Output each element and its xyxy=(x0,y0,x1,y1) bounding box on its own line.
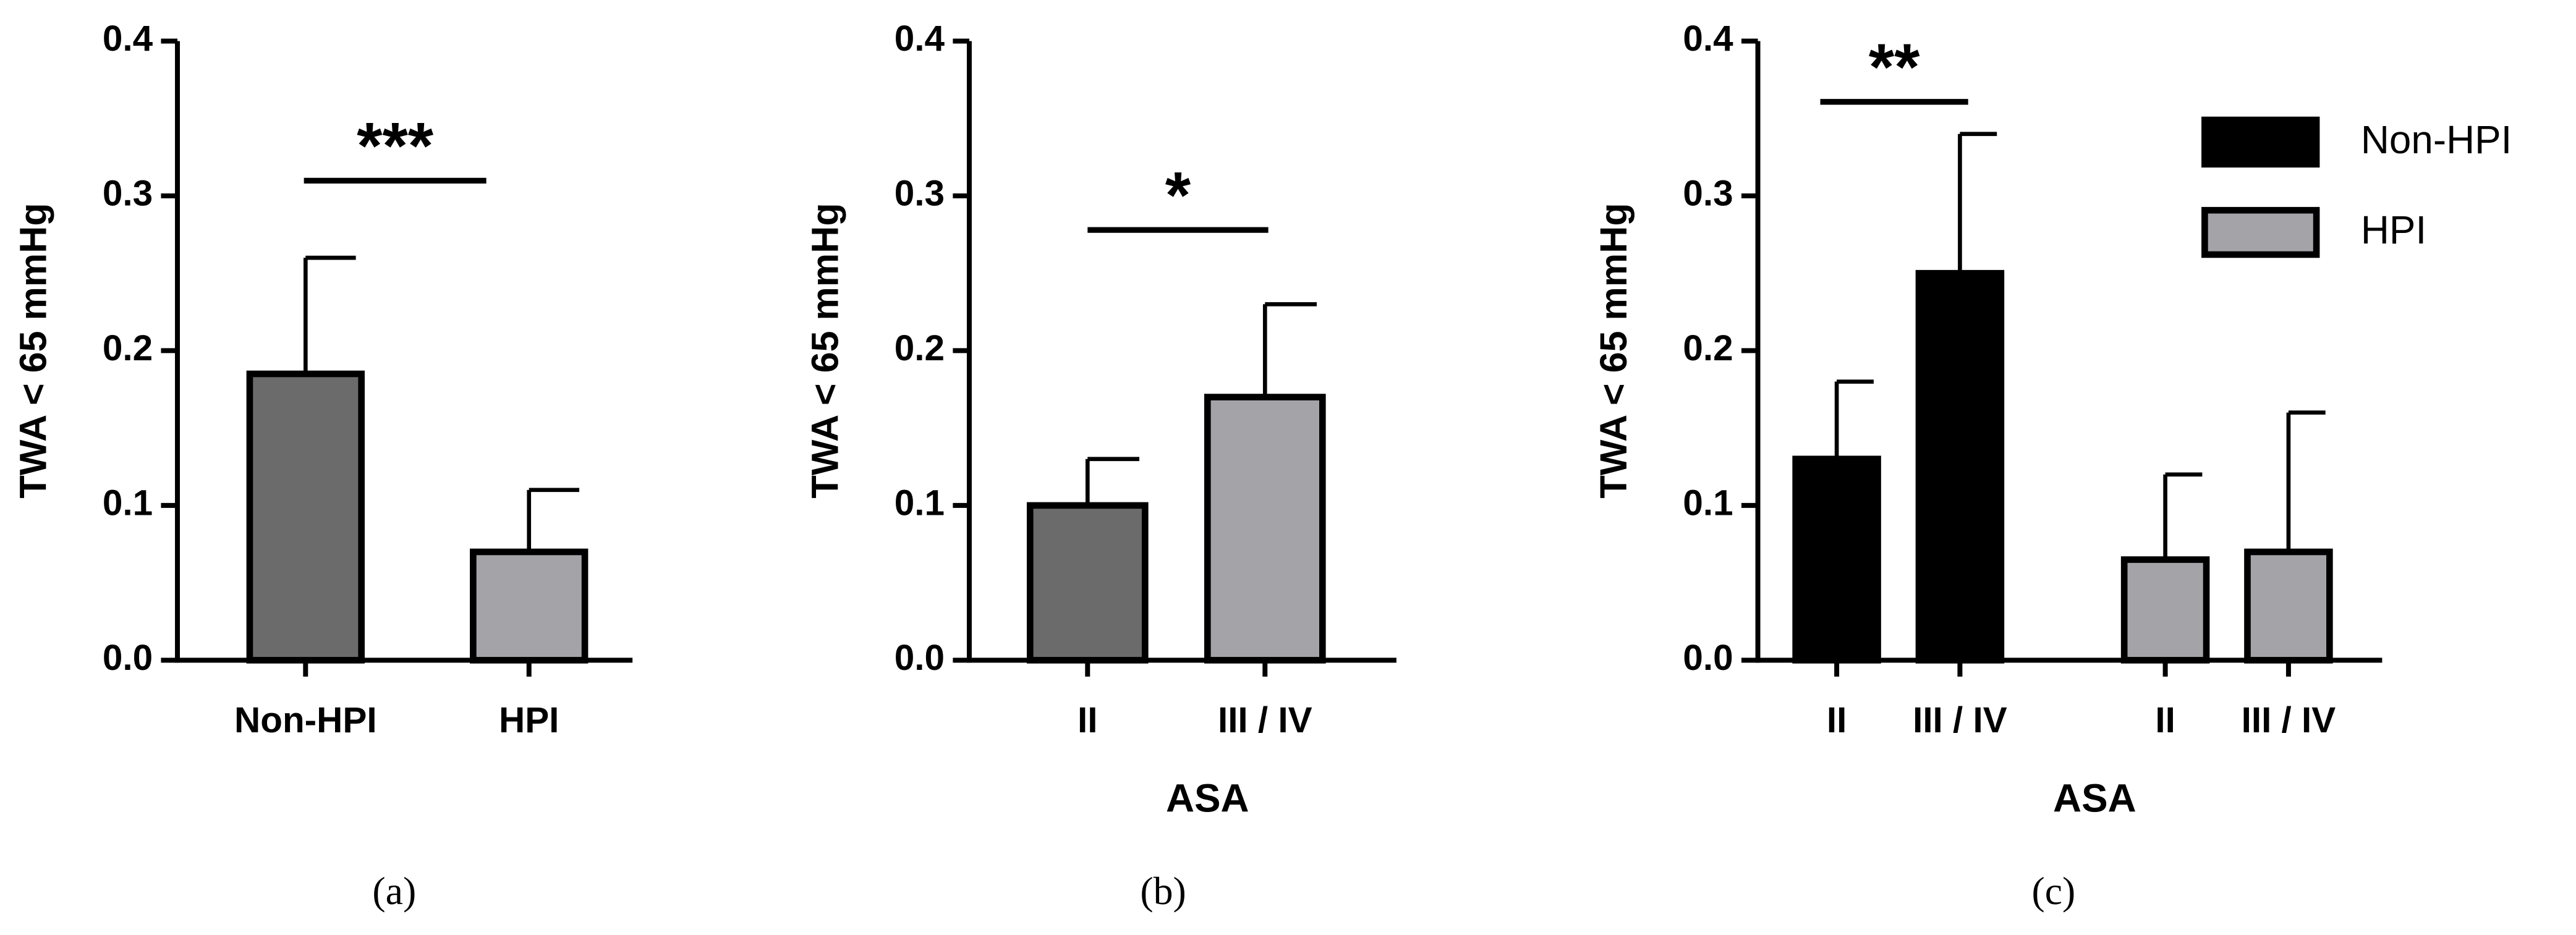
significance-label: * xyxy=(1165,158,1191,232)
x-tick-label: II xyxy=(2155,700,2175,740)
caption: (b) xyxy=(1140,869,1186,913)
bar xyxy=(1204,394,1326,664)
legend-swatch xyxy=(2201,206,2320,258)
y-tick-label: 0.1 xyxy=(895,483,945,523)
x-tick-label: HPI xyxy=(499,700,559,740)
bar xyxy=(1792,455,1881,664)
y-tick-label: 0.2 xyxy=(1683,328,1733,368)
significance-label: ** xyxy=(1869,30,1920,104)
bar xyxy=(470,548,589,664)
y-tick-label: 0.1 xyxy=(1683,483,1733,523)
x-axis-label: ASA xyxy=(2053,776,2136,821)
bar xyxy=(1026,502,1149,664)
x-tick-label: Non-HPI xyxy=(234,700,377,740)
y-tick-label: 0.4 xyxy=(895,19,945,59)
x-tick-label: III / IV xyxy=(1218,700,1312,740)
x-tick-label: III / IV xyxy=(2242,700,2336,740)
y-axis-label: TWA < 65 mmHg xyxy=(804,203,846,498)
bar xyxy=(1915,269,2005,664)
y-axis-label: TWA < 65 mmHg xyxy=(1592,203,1634,498)
x-tick-label: II xyxy=(1078,700,1097,740)
caption: (c) xyxy=(2032,869,2076,913)
legend-swatch xyxy=(2201,116,2320,168)
y-tick-label: 0.0 xyxy=(103,638,153,678)
y-tick-label: 0.4 xyxy=(1683,19,1733,59)
bar xyxy=(2244,548,2333,664)
y-tick-label: 0.3 xyxy=(895,173,945,213)
y-tick-label: 0.4 xyxy=(103,19,153,59)
y-tick-label: 0.3 xyxy=(103,173,153,213)
bar xyxy=(2120,556,2210,664)
legend-label: Non-HPI xyxy=(2361,117,2512,162)
y-tick-label: 0.3 xyxy=(1683,173,1733,213)
x-axis-label: ASA xyxy=(1166,776,1249,821)
x-tick-label: III / IV xyxy=(1913,700,2007,740)
y-tick-label: 0.1 xyxy=(103,483,153,523)
y-tick-label: 0.0 xyxy=(895,638,945,678)
legend-label: HPI xyxy=(2361,208,2426,252)
significance-label: *** xyxy=(357,109,434,183)
y-tick-label: 0.2 xyxy=(103,328,153,368)
caption: (a) xyxy=(372,869,416,913)
y-tick-label: 0.2 xyxy=(895,328,945,368)
bar xyxy=(246,370,365,664)
y-axis-label: TWA < 65 mmHg xyxy=(12,203,54,498)
x-tick-label: II xyxy=(1827,700,1847,740)
y-tick-label: 0.0 xyxy=(1683,638,1733,678)
